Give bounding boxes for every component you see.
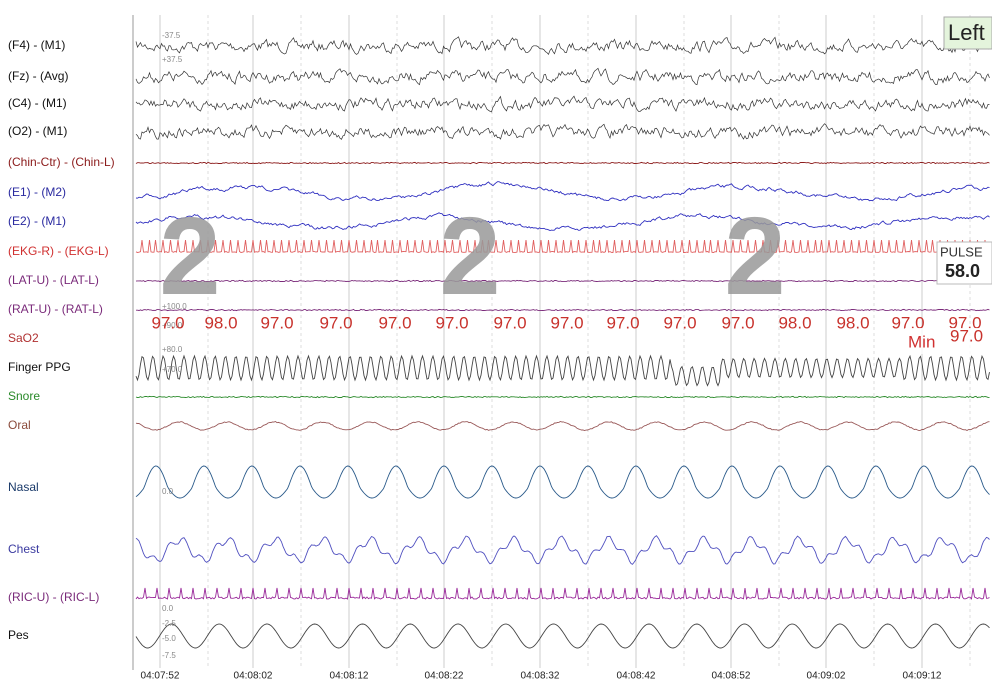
channel-label: (O2) - (M1) — [8, 124, 67, 138]
channel-label: (C4) - (M1) — [8, 96, 67, 110]
waveform — [135, 239, 990, 254]
channel-label: (Fz) - (Avg) — [8, 69, 68, 83]
channel-label: Oral — [8, 418, 31, 432]
scale-label: -7.5 — [162, 651, 176, 660]
scale-label: +80.0 — [162, 345, 183, 354]
waveform — [135, 212, 990, 231]
channel-label: (RIC-U) - (RIC-L) — [8, 590, 99, 604]
min-box — [905, 328, 992, 354]
scale-label: 0.0 — [162, 487, 174, 496]
channel-label: (Chin-Ctr) - (Chin-L) — [8, 155, 115, 169]
waveform — [135, 279, 990, 283]
waveform — [135, 587, 990, 601]
scale-label: +90.0 — [162, 321, 183, 330]
channel-label: Pes — [8, 628, 29, 642]
waveform — [135, 623, 990, 649]
sleep-stage: 2 — [724, 195, 785, 318]
sao2-value: 97.0 — [948, 313, 981, 332]
pulse-box — [936, 241, 992, 285]
waveform — [135, 67, 990, 86]
waveform — [135, 465, 990, 499]
channel-label: (LAT-U) - (LAT-L) — [8, 273, 99, 287]
sao2-min-value: 97.0 — [950, 326, 983, 345]
position: Left — [948, 20, 985, 45]
time-label: 04:08:02 — [234, 671, 273, 682]
channel-label: Snore — [8, 389, 40, 403]
channel-label: (EKG-R) - (EKG-L) — [8, 244, 109, 258]
channel-labels: 04:07:52 04:08:02 04:08:12 04:08:22 04:08:32… — [8, 31, 982, 682]
waveform — [135, 36, 990, 55]
channel-label: Chest — [8, 542, 40, 556]
sao2-value: 98.0 — [778, 313, 811, 332]
sao2-value: 97.0 — [550, 313, 583, 332]
time-label: 04:08:32 — [521, 671, 560, 682]
time-label: 04:08:22 — [425, 671, 464, 682]
time-label: 04:07:52 — [141, 671, 180, 682]
sao2-value: 97.0 — [151, 313, 184, 332]
scale-label: +70.0 — [162, 365, 183, 374]
sao2-value: 97.0 — [435, 313, 468, 332]
sao2-value: 97.0 — [891, 313, 924, 332]
waveform — [135, 395, 990, 399]
waveforms — [135, 36, 990, 649]
channel-label: SaO2 — [8, 331, 39, 345]
sao2-value: 98.0 — [836, 313, 869, 332]
sao2-value: 97.0 — [721, 313, 754, 332]
time-label: 04:09:02 — [807, 671, 846, 682]
scale-label: +37.5 — [162, 55, 183, 64]
sleep-stage: 2 — [159, 195, 220, 318]
sao2-min-label: Min — [908, 332, 935, 351]
time-label: 04:08:12 — [330, 671, 369, 682]
sao2-value: 97.0 — [378, 313, 411, 332]
waveform — [135, 95, 990, 113]
scale-label: -2.5 — [162, 619, 176, 628]
sao2-value: 97.0 — [319, 313, 352, 332]
channel-label: (F4) - (M1) — [8, 38, 65, 52]
sao2-value: 97.0 — [663, 313, 696, 332]
position-box — [943, 16, 992, 50]
channel-label: Nasal — [8, 480, 39, 494]
scale-label: -37.5 — [162, 31, 181, 40]
waveform — [135, 354, 990, 387]
time-label: 04:08:52 — [712, 671, 751, 682]
waveform — [136, 308, 990, 312]
pulse-value: 58.0 — [945, 261, 980, 281]
waveform — [135, 420, 990, 432]
waveform — [135, 181, 990, 202]
sao2-value: 97.0 — [606, 313, 639, 332]
scale-label: 0.0 — [162, 604, 174, 613]
waveform — [135, 123, 990, 140]
sao2-value: 98.0 — [204, 313, 237, 332]
time-grid — [159, 15, 971, 668]
pulse-label: PULSE — [940, 244, 983, 259]
time-label: 04:09:12 — [903, 671, 942, 682]
channel-label: (E1) - (M2) — [8, 185, 66, 199]
channel-label: (E2) - (M1) — [8, 214, 66, 228]
sao2-value: 97.0 — [493, 313, 526, 332]
channel-label: (RAT-U) - (RAT-L) — [8, 302, 103, 316]
scale-label: -5.0 — [162, 634, 176, 643]
waveform — [135, 161, 990, 165]
waveform — [135, 535, 990, 565]
scale-label: +100.0 — [162, 302, 187, 311]
sao2-value: 97.0 — [260, 313, 293, 332]
sleep-stage: 2 — [439, 195, 500, 318]
channel-label: Finger PPG — [8, 360, 71, 374]
time-label: 04:08:42 — [617, 671, 656, 682]
